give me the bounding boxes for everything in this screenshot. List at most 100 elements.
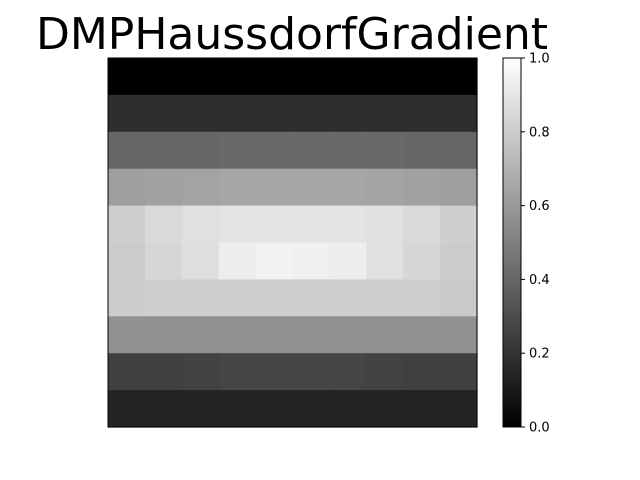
- heatmap-cell-r2-c4: [255, 131, 294, 170]
- heatmap-cell-r6-c9: [440, 279, 478, 317]
- chart-title: DMPHaussdorfGradient: [36, 9, 548, 60]
- colorbar-tick-label: 0.0: [529, 421, 550, 436]
- colorbar: [502, 57, 522, 428]
- heatmap-cell-r0-c6: [329, 58, 367, 96]
- heatmap-cell-r8-c0: [108, 353, 146, 391]
- heatmap-cell-r7-c5: [292, 316, 330, 354]
- heatmap-cell-r5-c0: [108, 242, 146, 280]
- heatmap-cell-r6-c4: [255, 279, 294, 317]
- heatmap-cell-r0-c9: [440, 58, 478, 96]
- heatmap-cell-r4-c6: [329, 205, 367, 244]
- heatmap-cell-r7-c8: [403, 316, 441, 354]
- heatmap-cell-r1-c6: [329, 94, 367, 133]
- heatmap-cell-r5-c9: [440, 242, 478, 280]
- heatmap-cell-r4-c3: [218, 205, 257, 244]
- heatmap-cell-r3-c2: [181, 168, 220, 207]
- heatmap-frame: [107, 57, 478, 428]
- heatmap-cell-r2-c7: [366, 131, 404, 170]
- colorbar-tick-label: 1.0: [529, 52, 550, 67]
- heatmap-cell-r1-c0: [108, 94, 146, 133]
- heatmap-cell-r9-c4: [255, 390, 294, 428]
- heatmap-cell-r7-c1: [144, 316, 183, 354]
- heatmap-cell-r5-c4: [255, 242, 294, 280]
- heatmap-cell-r9-c8: [403, 390, 441, 428]
- heatmap-cell-r0-c2: [181, 58, 220, 96]
- heatmap-cell-r3-c7: [366, 168, 404, 207]
- colorbar-ticks: 0.0 0.2 0.4 0.6 0.8 1.0: [521, 52, 550, 436]
- heatmap-cell-r9-c7: [366, 390, 404, 428]
- heatmap-cell-r4-c4: [255, 205, 294, 244]
- heatmap-cell-r9-c5: [292, 390, 330, 428]
- heatmap-cell-r5-c1: [144, 242, 183, 280]
- heatmap-cell-r0-c3: [218, 58, 257, 96]
- heatmap-cell-r5-c3: [218, 242, 257, 280]
- heatmap-cell-r6-c2: [181, 279, 220, 317]
- heatmap-cell-r9-c6: [329, 390, 367, 428]
- heatmap-cell-r6-c5: [292, 279, 330, 317]
- heatmap-cell-r8-c3: [218, 353, 257, 391]
- heatmap-cell-r1-c5: [292, 94, 330, 133]
- heatmap-cell-r9-c1: [144, 390, 183, 428]
- heatmap-cell-r1-c2: [181, 94, 220, 133]
- heatmap-cell-r2-c5: [292, 131, 330, 170]
- heatmap-cell-r4-c9: [440, 205, 478, 244]
- heatmap-cell-r9-c9: [440, 390, 478, 428]
- heatmap-cell-r2-c2: [181, 131, 220, 170]
- heatmap-cell-r8-c4: [255, 353, 294, 391]
- heatmap-cell-r4-c8: [403, 205, 441, 244]
- heatmap-cell-r0-c4: [255, 58, 294, 96]
- heatmap-cell-r7-c6: [329, 316, 367, 354]
- heatmap-cell-r2-c9: [440, 131, 478, 170]
- colorbar-tick-label: 0.6: [529, 199, 550, 214]
- heatmap-cell-r7-c2: [181, 316, 220, 354]
- heatmap-cell-r9-c0: [108, 390, 146, 428]
- heatmap-cell-r1-c4: [255, 94, 294, 133]
- heatmap-cell-r1-c9: [440, 94, 478, 133]
- heatmap-cell-r7-c3: [218, 316, 257, 354]
- heatmap-cell-r3-c5: [292, 168, 330, 207]
- heatmap-cell-r3-c1: [144, 168, 183, 207]
- heatmap-cell-r7-c7: [366, 316, 404, 354]
- heatmap-cell-r4-c7: [366, 205, 404, 244]
- heatmap-cell-r5-c2: [181, 242, 220, 280]
- heatmap-cell-r2-c3: [218, 131, 257, 170]
- heatmap-cells: [108, 58, 478, 428]
- heatmap-cell-r2-c0: [108, 131, 146, 170]
- heatmap-cell-r3-c6: [329, 168, 367, 207]
- heatmap-cell-r4-c1: [144, 205, 183, 244]
- heatmap-cell-r7-c9: [440, 316, 478, 354]
- heatmap-cell-r1-c7: [366, 94, 404, 133]
- heatmap-cell-r3-c4: [255, 168, 294, 207]
- colorbar-tick-label: 0.4: [529, 273, 550, 288]
- heatmap-cell-r4-c0: [108, 205, 146, 244]
- heatmap-cell-r0-c5: [292, 58, 330, 96]
- heatmap-cell-r1-c1: [144, 94, 183, 133]
- heatmap-cell-r7-c4: [255, 316, 294, 354]
- heatmap-cell-r8-c7: [366, 353, 404, 391]
- heatmap-cell-r0-c7: [366, 58, 404, 96]
- heatmap-cell-r9-c3: [218, 390, 257, 428]
- colorbar-tick-label: 0.8: [529, 125, 550, 140]
- heatmap-cell-r2-c6: [329, 131, 367, 170]
- heatmap-cell-r6-c7: [366, 279, 404, 317]
- heatmap-cell-r5-c8: [403, 242, 441, 280]
- heatmap-cell-r4-c5: [292, 205, 330, 244]
- heatmap-cell-r5-c6: [329, 242, 367, 280]
- heatmap-cell-r1-c8: [403, 94, 441, 133]
- heatmap-cell-r9-c2: [181, 390, 220, 428]
- heatmap-cell-r1-c3: [218, 94, 257, 133]
- heatmap-cell-r6-c6: [329, 279, 367, 317]
- heatmap-cell-r2-c1: [144, 131, 183, 170]
- heatmap-cell-r0-c1: [144, 58, 183, 96]
- heatmap-cell-r8-c6: [329, 353, 367, 391]
- heatmap-cell-r6-c8: [403, 279, 441, 317]
- heatmap-cell-r3-c9: [440, 168, 478, 207]
- colorbar-tick-label: 0.2: [529, 347, 550, 362]
- heatmap-cell-r0-c8: [403, 58, 441, 96]
- heatmap-cell-r5-c5: [292, 242, 330, 280]
- heatmap-cell-r8-c5: [292, 353, 330, 391]
- heatmap-cell-r8-c8: [403, 353, 441, 391]
- heatmap-cell-r8-c1: [144, 353, 183, 391]
- heatmap-cell-r6-c3: [218, 279, 257, 317]
